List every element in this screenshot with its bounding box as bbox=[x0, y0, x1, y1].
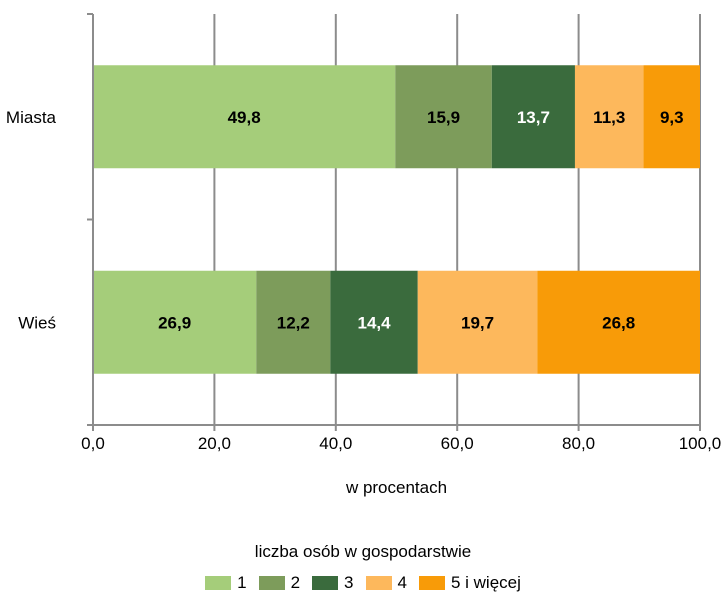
legend-item: 1 bbox=[205, 573, 247, 593]
legend-title: liczba osób w gospodarstwie bbox=[254, 542, 472, 561]
data-label: 49,8 bbox=[228, 108, 261, 127]
bar-segment bbox=[256, 270, 331, 374]
bar-segment bbox=[395, 65, 492, 169]
legend-item: 3 bbox=[312, 573, 354, 593]
stacked-bar-chart: 0,0 20,0 40,0 60,0 80,0 100,0 Miasta 49,8 15,9 13… bbox=[6, 13, 721, 453]
x-tick-label: 100,0 bbox=[679, 434, 722, 453]
legend-swatch bbox=[365, 576, 392, 590]
legend-label: 2 bbox=[290, 573, 301, 592]
data-label: 11,3 bbox=[593, 108, 625, 127]
data-label: 26,8 bbox=[602, 313, 635, 332]
legend-swatch bbox=[258, 576, 285, 590]
data-label: 9,3 bbox=[660, 108, 684, 127]
bar-segment bbox=[643, 65, 700, 169]
bar-segment bbox=[491, 65, 575, 169]
bar-segment bbox=[537, 270, 700, 374]
category-label: Wieś bbox=[18, 313, 56, 332]
data-label: 14,4 bbox=[357, 313, 391, 332]
legend-swatch bbox=[205, 576, 232, 590]
bar-segment bbox=[574, 65, 644, 169]
bars bbox=[93, 65, 700, 374]
data-label: 12,2 bbox=[277, 313, 310, 332]
x-tick-label: 80,0 bbox=[562, 434, 595, 453]
legend-label: 3 bbox=[344, 573, 354, 592]
bar-segment bbox=[330, 270, 418, 374]
legend-label: 5 i więcej bbox=[450, 573, 521, 592]
bar-segment bbox=[93, 65, 396, 169]
legend-item: 4 bbox=[365, 573, 407, 593]
legend-item: 5 i więcej bbox=[418, 573, 521, 593]
legend-label: 4 bbox=[397, 573, 407, 592]
x-tick-label: 60,0 bbox=[441, 434, 474, 453]
data-label: 26,9 bbox=[158, 313, 191, 332]
data-label: 19,7 bbox=[461, 313, 494, 332]
x-tick-label: 0,0 bbox=[81, 434, 105, 453]
legend-swatch bbox=[418, 576, 445, 590]
x-axis-title: w procentach bbox=[345, 478, 448, 497]
x-tick-label: 40,0 bbox=[319, 434, 352, 453]
legend: 1 2 3 4 5 i więcej bbox=[0, 573, 726, 593]
axes bbox=[87, 13, 701, 431]
legend-item: 2 bbox=[258, 573, 301, 593]
x-tick-label: 20,0 bbox=[198, 434, 231, 453]
legend-label: 1 bbox=[237, 573, 247, 592]
data-label: 15,9 bbox=[427, 108, 460, 127]
bar-segment bbox=[93, 270, 257, 374]
labels: 0,0 20,0 40,0 60,0 80,0 100,0 Miasta 49,8 15,9 13… bbox=[6, 108, 721, 453]
bar-segment bbox=[417, 270, 538, 374]
legend-swatch bbox=[312, 576, 339, 590]
category-label: Miasta bbox=[6, 108, 57, 127]
data-label: 13,7 bbox=[517, 108, 550, 127]
